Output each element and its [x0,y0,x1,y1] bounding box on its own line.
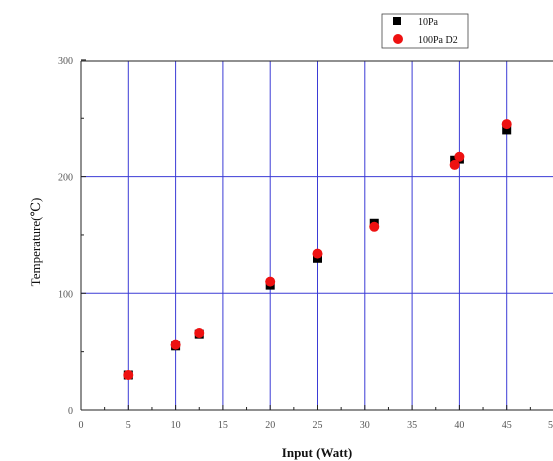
data-point-100pa-d2 [194,327,205,338]
legend-label-100pa-d2: 100Pa D2 [418,35,458,46]
x-tick-label: 20 [265,420,275,431]
y-axis-title: Temperature(℃) [28,198,43,287]
y-tick-label: 300 [58,56,73,67]
data-point-100pa-d2 [123,369,134,380]
data-points [123,119,512,380]
plot-background [81,61,551,410]
y-tick-label: 0 [68,406,73,417]
x-tick-label: 45 [502,420,512,431]
data-point-100pa-d2 [312,248,323,259]
x-axis-title: Input (Watt) [282,445,352,460]
data-point-100pa-d2 [265,276,276,287]
x-tick-label: 10 [171,420,181,431]
y-tick-label: 100 [58,289,73,300]
legend: 10Pa 100Pa D2 [381,13,469,49]
x-tick-label: 5 [126,420,131,431]
ticks [80,59,531,411]
legend-marker-100pa-d2 [393,34,403,44]
x-tick-label: 25 [313,420,323,431]
legend-marker-10pa [393,17,401,25]
x-tick-label: 5 [548,420,553,431]
grid [81,61,553,410]
x-tick-label: 35 [407,420,417,431]
data-point-100pa-d2 [369,221,380,232]
x-tick-label: 40 [454,420,464,431]
data-point-100pa-d2 [170,339,181,350]
data-point-100pa-d2 [449,159,460,170]
x-tick-label: 30 [360,420,370,431]
y-tick-label: 200 [58,173,73,184]
data-point-100pa-d2 [501,119,512,130]
x-tick-label: 15 [218,420,228,431]
legend-label-10pa: 10Pa [418,17,439,28]
data-point-100pa-d2 [454,151,465,162]
y-tick-labels: 0 100 200 300 [58,56,73,417]
x-tick-label: 0 [79,420,84,431]
x-tick-labels: 0 5 10 15 20 25 30 35 40 45 5 [79,420,553,431]
data-point-10pa [502,125,512,135]
